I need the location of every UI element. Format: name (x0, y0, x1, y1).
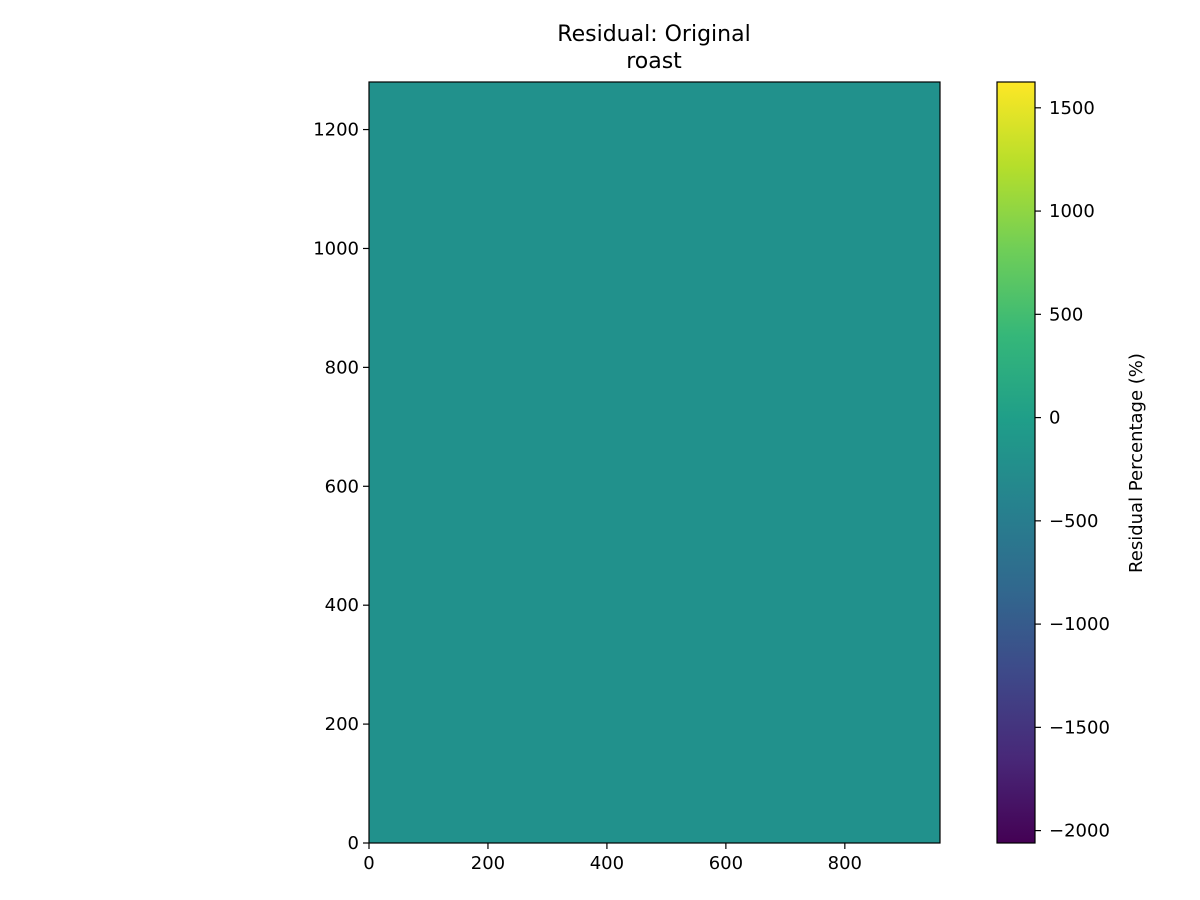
colorbar-tick-label: 1500 (1049, 98, 1095, 119)
y-tick-label: 0 (348, 833, 359, 854)
chart-title-line-1: Residual: Original (557, 22, 750, 47)
colorbar-tick-label: 500 (1049, 304, 1083, 325)
y-axis: 0 200 400 600 800 1000 1200 (313, 120, 369, 854)
y-tick-label: 200 (325, 714, 359, 735)
x-tick-label: 600 (709, 853, 743, 874)
plot-frame (368, 81, 941, 844)
y-tick-label: 400 (325, 595, 359, 616)
x-tick-label: 800 (828, 853, 862, 874)
x-axis: 0 200 400 600 800 (363, 843, 862, 874)
colorbar (996, 81, 1036, 844)
colorbar-tick-label: −2000 (1049, 821, 1110, 842)
colorbar-tick-label: −1000 (1049, 614, 1110, 635)
colorbar-tick-label: −500 (1049, 511, 1098, 532)
heatmap-image (369, 82, 940, 843)
chart-title-line-2: roast (626, 49, 682, 74)
y-tick-label: 600 (325, 476, 359, 497)
colorbar-tick-label: 0 (1049, 408, 1060, 429)
y-tick-label: 800 (325, 357, 359, 378)
x-tick-label: 200 (471, 853, 505, 874)
x-tick-label: 400 (590, 853, 624, 874)
x-tick-label: 0 (363, 853, 374, 874)
colorbar-tick-label: 1000 (1049, 201, 1095, 222)
y-tick-label: 1000 (313, 238, 359, 259)
colorbar-axis: −2000 −1500 −1000 −500 0 500 1000 1500 (1035, 98, 1110, 842)
colorbar-tick-label: −1500 (1049, 717, 1110, 738)
colorbar-label: Residual Percentage (%) (1126, 353, 1147, 573)
y-tick-label: 1200 (313, 120, 359, 141)
